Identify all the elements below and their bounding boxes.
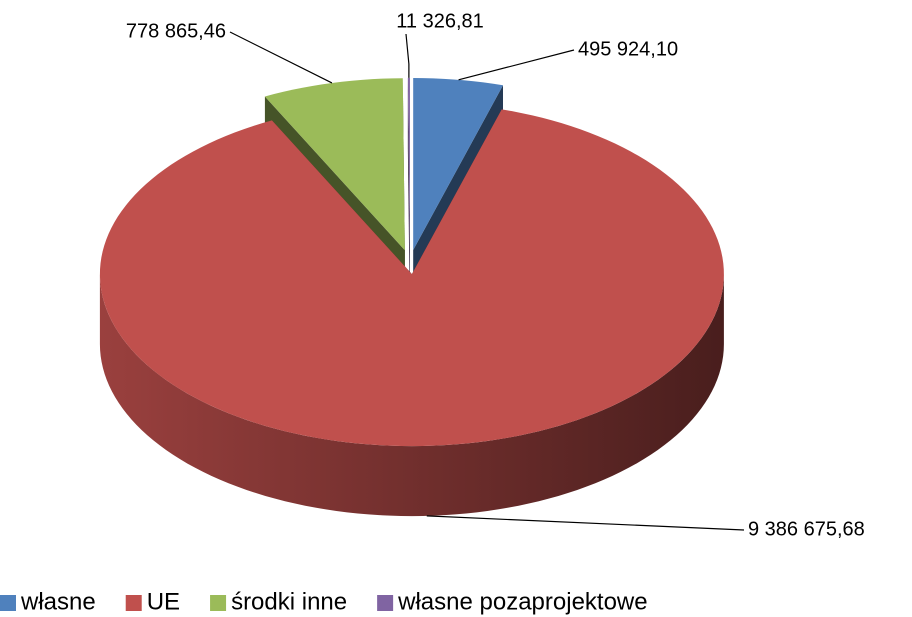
legend-label: własne pozaprojektowe	[397, 588, 647, 615]
data-label: 9 386 675,68	[748, 518, 865, 540]
legend-label: własne	[20, 588, 96, 615]
data-label: 778 865,46	[126, 20, 226, 42]
legend-swatch	[125, 595, 142, 611]
leader-line	[229, 31, 333, 84]
data-label: 11 326,81	[396, 10, 484, 32]
data-label: 495 924,10	[578, 38, 678, 60]
leader-line	[458, 49, 575, 81]
slice-top	[99, 109, 724, 447]
legend-swatch	[377, 595, 394, 611]
leader-line	[405, 33, 410, 78]
legend-swatch	[210, 595, 227, 611]
slice-top	[407, 77, 410, 250]
slice-top	[413, 78, 504, 251]
legend-label: środki inne	[231, 588, 347, 615]
leader-line	[426, 515, 745, 531]
legend-label: UE	[147, 588, 180, 615]
slice-wall	[407, 77, 410, 320]
slice	[99, 109, 724, 517]
legend-swatch	[0, 595, 16, 611]
slice-side	[99, 274, 724, 517]
slice	[407, 77, 410, 320]
slice-top	[264, 78, 405, 251]
